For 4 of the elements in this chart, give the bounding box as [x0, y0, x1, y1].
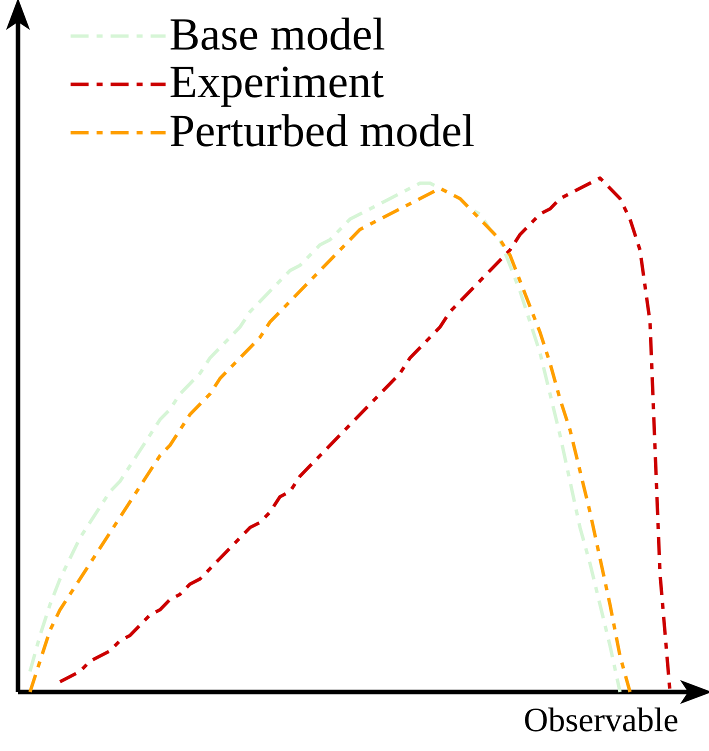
legend-label: Perturbed model	[170, 114, 474, 147]
x-axis-title: Observable	[525, 708, 678, 732]
legend-label: Base model	[170, 18, 384, 50]
legend-label: Experiment	[170, 66, 384, 107]
